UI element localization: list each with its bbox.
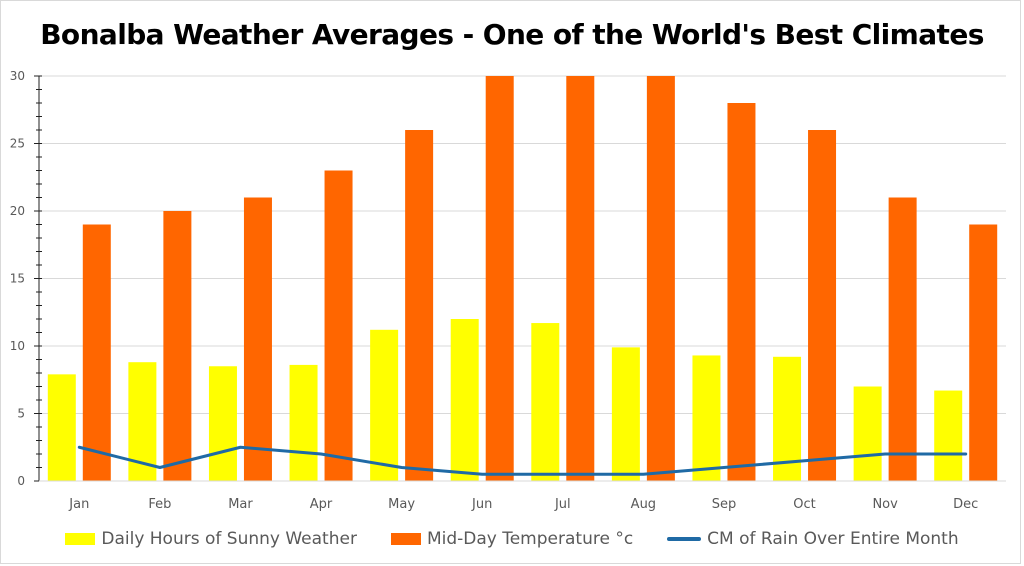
legend-item-rain: CM of Rain Over Entire Month xyxy=(667,529,959,549)
legend-label-sunny: Daily Hours of Sunny Weather xyxy=(101,529,357,549)
legend-label-temperature: Mid-Day Temperature °c xyxy=(426,529,634,549)
bar-temperature-dec xyxy=(969,224,998,481)
x-tick-label: Oct xyxy=(793,497,815,512)
y-tick-label: 30 xyxy=(10,69,25,83)
bar-temperature-jan xyxy=(82,224,111,481)
bar-sunny-sep xyxy=(692,355,721,481)
legend-swatch-sunny xyxy=(65,533,96,545)
bar-sunny-dec xyxy=(934,390,963,481)
chart-legend: Daily Hours of Sunny Weather Mid-Day Tem… xyxy=(0,529,1024,549)
y-tick-label: 10 xyxy=(10,339,25,353)
x-tick-label: Mar xyxy=(228,497,253,512)
bar-temperature-oct xyxy=(808,130,837,481)
y-tick-label: 0 xyxy=(17,474,25,488)
legend-swatch-rain xyxy=(667,537,702,541)
bar-sunny-jun xyxy=(450,319,479,481)
bar-temperature-mar xyxy=(243,197,272,481)
x-tick-label: Feb xyxy=(148,497,171,512)
bar-temperature-sep xyxy=(727,103,756,481)
legend-item-temperature: Mid-Day Temperature °c xyxy=(390,529,634,549)
x-tick-label: Jul xyxy=(554,497,571,512)
bar-sunny-jul xyxy=(531,323,560,481)
bar-temperature-jun xyxy=(485,76,514,481)
chart-title: Bonalba Weather Averages - One of the Wo… xyxy=(40,18,984,51)
x-tick-label: Jan xyxy=(68,497,89,512)
y-tick-label: 5 xyxy=(17,407,25,421)
legend-swatch-temperature xyxy=(390,533,421,545)
line-rain xyxy=(77,445,968,476)
bar-sunny-jan xyxy=(47,374,76,481)
bar-sunny-aug xyxy=(611,347,640,481)
x-tick-label: Apr xyxy=(310,497,333,512)
y-tick-label: 20 xyxy=(10,204,25,218)
bar-temperature-feb xyxy=(163,211,192,481)
bar-sunny-mar xyxy=(208,366,237,481)
bar-sunny-apr xyxy=(289,364,318,481)
bar-temperature-apr xyxy=(324,170,353,481)
bar-temperature-may xyxy=(405,130,434,481)
y-tick-label: 25 xyxy=(10,137,25,151)
y-tick-label: 15 xyxy=(10,272,25,286)
bar-temperature-aug xyxy=(646,76,675,481)
bar-sunny-may xyxy=(370,329,399,481)
bar-sunny-nov xyxy=(853,386,882,481)
x-tick-label: May xyxy=(388,497,415,512)
x-tick-label: Dec xyxy=(953,497,978,512)
x-tick-label: Jun xyxy=(471,497,492,512)
x-tick-label: Sep xyxy=(712,497,737,512)
bar-temperature-nov xyxy=(888,197,917,481)
bar-temperature-jul xyxy=(566,76,595,481)
legend-item-sunny: Daily Hours of Sunny Weather xyxy=(65,529,357,549)
x-tick-label: Nov xyxy=(872,497,898,512)
legend-label-rain: CM of Rain Over Entire Month xyxy=(707,529,959,549)
x-tick-label: Aug xyxy=(631,497,656,512)
